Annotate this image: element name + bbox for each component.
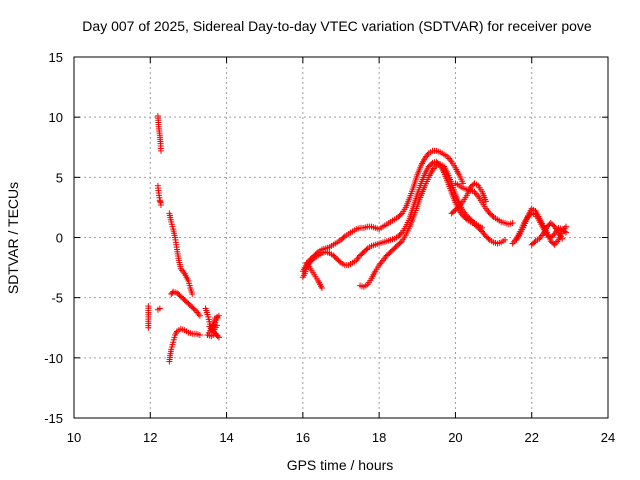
y-tick-label: 5 xyxy=(56,170,63,185)
series-arc-7 xyxy=(202,305,222,341)
series-arc-9 xyxy=(299,158,509,281)
data-point xyxy=(563,223,570,230)
y-tick-label: 10 xyxy=(49,110,63,125)
y-tick-label: 0 xyxy=(56,231,63,246)
chart-title: Day 007 of 2025, Sidereal Day-to-day VTE… xyxy=(82,18,592,34)
data-point xyxy=(559,235,566,242)
series-iso-a xyxy=(145,303,152,331)
y-tick-labels: 15 10 5 0 -5 -10 -15 xyxy=(44,50,63,426)
grid-lines xyxy=(74,57,608,418)
data-point xyxy=(397,211,404,218)
series-arc-11 xyxy=(303,259,325,292)
data-point xyxy=(563,229,570,236)
series-arc-4 xyxy=(166,210,196,298)
data-point xyxy=(527,211,534,218)
data-point xyxy=(310,256,317,263)
y-tick-label: -10 xyxy=(44,351,63,366)
data-point xyxy=(509,220,516,227)
data-point xyxy=(157,147,164,154)
data-point xyxy=(454,204,461,211)
data-point xyxy=(482,198,489,205)
series-arc-6 xyxy=(168,288,203,319)
data-point xyxy=(479,224,486,231)
x-tick-label: 24 xyxy=(601,430,615,445)
y-axis-label: SDTVAR / TECUs xyxy=(5,182,21,294)
series-arc-16 xyxy=(528,220,566,248)
y-tick-label: 15 xyxy=(49,50,63,65)
data-point xyxy=(502,236,509,243)
data-point xyxy=(156,305,163,312)
x-tick-label: 18 xyxy=(372,430,386,445)
data-point xyxy=(196,312,203,319)
x-tick-label: 20 xyxy=(448,430,462,445)
data-point xyxy=(397,239,404,246)
data-point xyxy=(550,222,557,229)
series-arc-2 xyxy=(154,182,164,209)
data-point xyxy=(470,218,477,225)
plot-frame xyxy=(73,56,609,419)
x-tick-label: 16 xyxy=(296,430,310,445)
y-tick-label: -15 xyxy=(44,411,63,426)
data-point xyxy=(428,161,435,168)
series-arc-3 xyxy=(154,305,163,313)
x-tick-label: 10 xyxy=(67,430,81,445)
y-tick-label: -5 xyxy=(51,291,63,306)
data-point xyxy=(489,212,496,219)
data-point xyxy=(340,234,347,241)
x-axis-label: GPS time / hours xyxy=(287,457,394,473)
data-point xyxy=(485,235,492,242)
data-point xyxy=(189,291,196,298)
data-point xyxy=(191,306,198,313)
data-point xyxy=(550,232,557,239)
data-point xyxy=(531,239,538,246)
data-point xyxy=(397,230,404,237)
data-point xyxy=(561,228,568,235)
data-point xyxy=(145,324,152,331)
data-point xyxy=(336,258,343,265)
data-point xyxy=(157,202,164,209)
data-points xyxy=(145,112,570,365)
data-point xyxy=(303,259,310,266)
x-tick-labels: 10 12 14 16 18 20 22 24 xyxy=(67,430,615,445)
x-tick-label: 12 xyxy=(143,430,157,445)
series-arc-13 xyxy=(448,180,489,217)
x-tick-label: 14 xyxy=(219,430,233,445)
series-arc-1 xyxy=(154,112,164,154)
series-arc-10 xyxy=(357,161,486,290)
series-arc-5 xyxy=(166,325,203,365)
data-point xyxy=(363,246,370,253)
data-point xyxy=(196,331,203,338)
data-point xyxy=(214,322,221,329)
x-tick-label: 22 xyxy=(524,430,538,445)
